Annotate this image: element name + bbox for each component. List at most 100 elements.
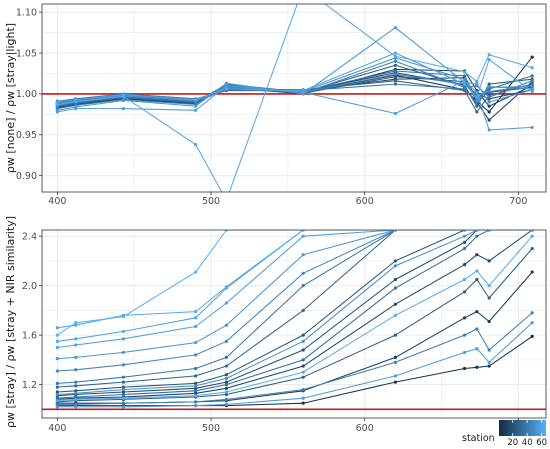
panel-border-top	[41, 3, 547, 193]
y-ticks-top: 0.90 0.95 1.00 1.05 1.10	[16, 7, 42, 182]
panel-top: ρw [none] / ρw [stray|light] 400 500 600 70…	[4, 3, 547, 207]
data-point	[74, 323, 78, 327]
data-point	[194, 384, 198, 388]
legend-colorbar	[499, 420, 546, 436]
series-bottom-8	[55, 230, 534, 400]
data-point	[194, 389, 198, 393]
y-tick-label: 0.90	[16, 171, 37, 182]
data-point	[487, 259, 491, 263]
data-point	[393, 59, 398, 63]
data-point	[530, 321, 534, 325]
data-point	[487, 348, 491, 352]
data-point	[74, 402, 78, 406]
y-axis-title-top: ρw [none] / ρw [stray|light]	[4, 23, 17, 173]
data-point	[55, 339, 59, 343]
legend-tick-label: 40	[522, 438, 533, 448]
data-point	[393, 333, 398, 337]
x-tick-label: 600	[356, 423, 374, 434]
data-point	[475, 365, 479, 369]
data-point	[393, 302, 398, 306]
data-point	[530, 55, 534, 59]
data-point	[121, 375, 126, 379]
data-point	[301, 364, 305, 368]
data-point	[121, 405, 126, 409]
data-point	[194, 108, 198, 112]
data-point	[55, 326, 59, 330]
data-point	[301, 234, 305, 238]
data-point	[530, 270, 534, 274]
data-point	[393, 79, 398, 83]
data-point	[121, 387, 126, 392]
data-point	[475, 347, 479, 351]
data-point	[475, 95, 479, 99]
data-point	[530, 311, 534, 315]
data-point	[74, 395, 78, 399]
data-point	[121, 107, 126, 111]
series-line	[57, 4, 533, 192]
data-point	[487, 360, 491, 364]
x-tick-label: 400	[48, 196, 66, 207]
data-point	[487, 364, 491, 368]
y-ticks-bottom: 1.2 1.6 2.0 2.4	[22, 231, 42, 391]
data-point	[301, 284, 305, 288]
data-point	[194, 366, 198, 371]
data-point	[55, 392, 59, 397]
data-point	[462, 234, 467, 238]
data-point	[55, 110, 59, 114]
data-point	[393, 313, 398, 317]
data-point	[121, 401, 126, 405]
data-point	[55, 102, 59, 107]
data-point	[121, 314, 126, 319]
data-point	[224, 397, 228, 402]
data-point	[475, 327, 479, 331]
data-point	[74, 321, 78, 325]
series-bottom-18	[55, 234, 534, 403]
data-point	[301, 308, 305, 312]
data-point	[194, 386, 198, 390]
data-point	[487, 284, 491, 288]
data-point	[224, 84, 228, 88]
data-point	[487, 57, 491, 62]
data-point	[194, 353, 198, 357]
data-point	[462, 290, 467, 294]
data-point	[462, 246, 467, 251]
data-point	[487, 84, 491, 89]
data-point	[301, 253, 305, 257]
data-point	[475, 110, 479, 114]
data-point	[224, 380, 228, 384]
data-point	[530, 334, 534, 338]
data-point	[194, 400, 198, 404]
data-point	[475, 310, 479, 314]
data-point	[530, 246, 534, 251]
data-point	[301, 339, 305, 343]
data-point	[224, 339, 228, 343]
data-point	[194, 142, 198, 147]
data-point	[55, 390, 59, 394]
data-point	[224, 376, 228, 381]
panel-border-bottom	[41, 229, 547, 419]
data-point	[530, 125, 534, 130]
data-point	[393, 380, 398, 384]
data-point	[224, 355, 228, 359]
data-point	[530, 234, 534, 238]
data-point	[55, 399, 59, 403]
data-point	[194, 404, 198, 408]
data-point	[487, 100, 491, 104]
data-point	[224, 390, 228, 394]
data-point	[224, 87, 228, 91]
data-point	[55, 402, 59, 406]
data-point	[194, 374, 198, 378]
data-point	[462, 70, 467, 74]
data-point	[393, 82, 398, 86]
data-point	[530, 66, 534, 70]
data-point	[121, 390, 126, 394]
data-point	[55, 345, 59, 350]
series-line	[57, 230, 533, 342]
data-point	[462, 82, 467, 86]
data-point	[462, 366, 467, 371]
data-point	[462, 350, 467, 355]
data-point	[121, 380, 126, 384]
data-point	[55, 381, 59, 385]
data-point	[475, 80, 479, 84]
